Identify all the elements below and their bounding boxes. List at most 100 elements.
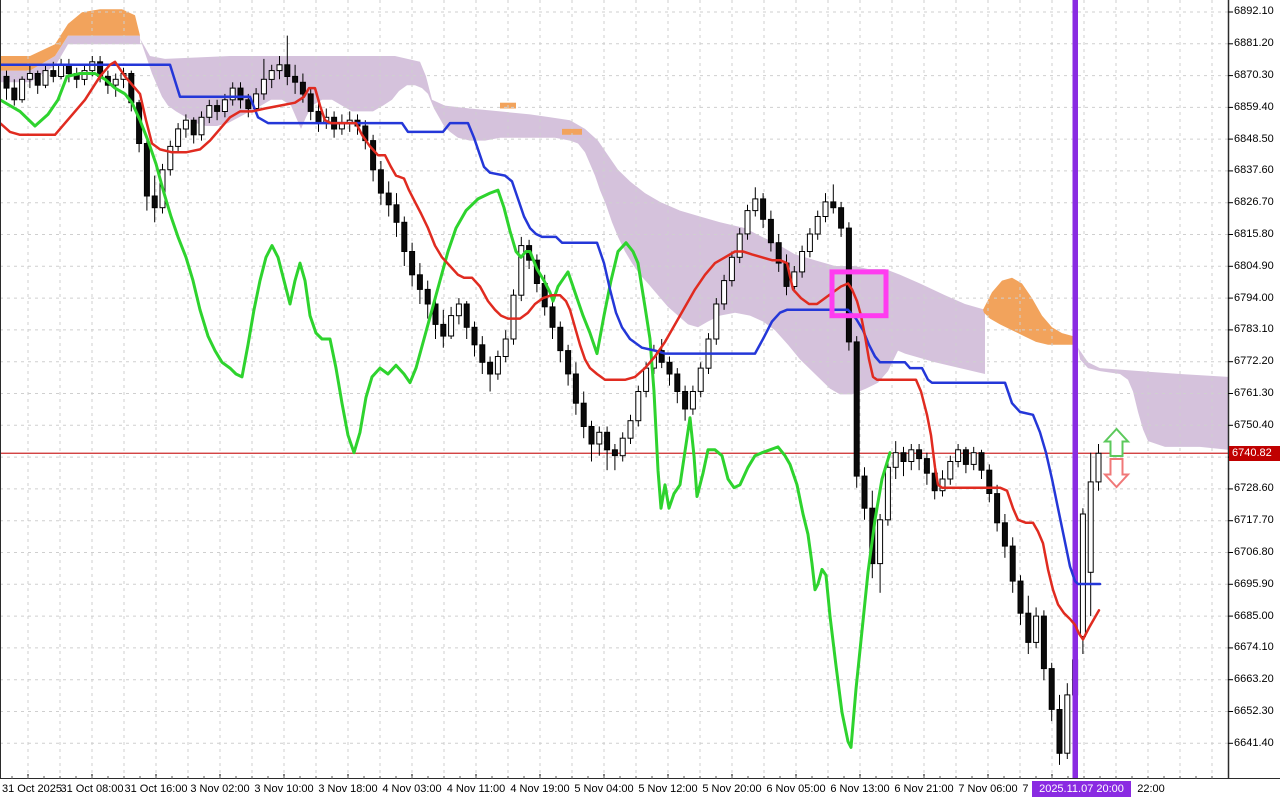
candle-bearish	[393, 204, 400, 223]
candle-bullish	[736, 233, 743, 258]
candle-bullish	[947, 461, 954, 480]
candle-bearish	[549, 306, 556, 328]
time-axis-label: 3 Nov 18:00	[318, 783, 378, 795]
candle-bullish	[268, 70, 275, 80]
price-axis-label: 6892.10	[1234, 5, 1274, 17]
ichimoku-cloud-bearish	[1078, 347, 1228, 450]
candle-bearish	[50, 70, 57, 77]
candle-bullish	[276, 64, 283, 72]
candle-bearish	[1025, 612, 1032, 643]
candle-bullish	[877, 519, 884, 565]
candle-bearish	[463, 303, 470, 328]
time-axis-label: 31 Oct 08:00	[60, 783, 124, 795]
candle-bullish	[1095, 452, 1102, 483]
candle-bearish	[370, 140, 377, 171]
candle-bullish	[182, 119, 189, 130]
kijun-sen-line	[0, 63, 1102, 586]
candle-bearish	[767, 218, 774, 244]
grid	[0, 0, 1228, 779]
candle-bullish	[167, 145, 174, 171]
candle-bearish	[658, 350, 665, 363]
candle-bearish	[11, 87, 18, 101]
candle-bearish	[487, 361, 494, 375]
candle-bullish	[42, 70, 49, 86]
price-axis-label: 6826.70	[1234, 196, 1274, 208]
vertical-time-line-object[interactable]	[1072, 0, 1079, 779]
candle-bullish	[502, 338, 509, 357]
candles	[3, 35, 1102, 765]
candle-bearish	[409, 251, 416, 276]
time-axis-label: 5 Nov 12:00	[638, 783, 698, 795]
price-axis-label: 6695.90	[1234, 578, 1274, 590]
highlight-rectangle-object[interactable]	[829, 269, 889, 319]
candle-bearish	[760, 198, 767, 220]
candle-bearish	[401, 221, 408, 253]
down-arrow-object[interactable]	[1102, 458, 1131, 489]
candle-bearish	[65, 64, 72, 75]
candle-bullish	[627, 420, 634, 439]
candle-bearish	[986, 469, 993, 495]
price-chart-plot[interactable]	[0, 0, 1280, 779]
price-axis-label: 6674.10	[1234, 641, 1274, 653]
time-axis-label: 7 Nov 06:00	[958, 783, 1018, 795]
candle-bullish	[58, 64, 65, 78]
price-axis-label: 6728.60	[1234, 482, 1274, 494]
tenkan-sen-line	[0, 60, 1101, 641]
candle-bearish	[861, 475, 868, 509]
candle-bullish	[253, 93, 260, 110]
time-axis-label: 22:00	[1137, 783, 1165, 795]
candle-bullish	[955, 449, 962, 462]
candle-bearish	[674, 373, 681, 392]
candle-bullish	[19, 78, 26, 101]
candle-bearish	[385, 192, 392, 206]
price-axis: 6892.10 6881.20 6870.30 6859.40 6848.50 6837.…	[1228, 0, 1280, 779]
candle-bearish	[923, 458, 930, 474]
candle-bullish	[892, 452, 899, 468]
price-axis-label: 6663.20	[1234, 673, 1274, 685]
time-axis-label: 6 Nov 21:00	[894, 783, 954, 795]
candle-bearish	[580, 402, 587, 428]
candle-bullish	[744, 210, 751, 235]
candle-bearish	[853, 341, 860, 477]
time-axis-label: 6 Nov 13:00	[830, 783, 890, 795]
candle-bullish	[510, 294, 517, 340]
candle-bullish	[448, 315, 455, 337]
candle-bullish	[728, 256, 735, 282]
candle-bearish	[143, 143, 150, 197]
candle-bearish	[1001, 522, 1008, 547]
candle-bullish	[721, 280, 728, 305]
price-axis-label: 6837.60	[1234, 164, 1274, 176]
time-axis-label: 5 Nov 04:00	[574, 783, 634, 795]
candle-bullish	[697, 367, 704, 392]
candle-bearish	[962, 449, 969, 465]
candle-bearish	[916, 449, 923, 460]
candle-bullish	[814, 216, 821, 235]
up-arrow-object[interactable]	[1102, 427, 1131, 457]
chikou-span-line	[0, 72, 892, 749]
time-axis-label: 31 Oct 2025	[2, 783, 62, 795]
candle-bearish	[565, 350, 572, 375]
candle-bullish	[1087, 481, 1094, 573]
price-axis-label: 6783.10	[1234, 323, 1274, 335]
candle-bullish	[884, 466, 891, 521]
price-axis-label: 6881.20	[1234, 37, 1274, 49]
candle-bullish	[752, 198, 759, 212]
ichimoku-cloud-bearish	[0, 35, 140, 83]
candle-bearish	[1048, 668, 1055, 710]
candle-bearish	[284, 64, 291, 78]
time-axis-label: 5 Nov 20:00	[702, 783, 762, 795]
candle-bullish	[175, 128, 182, 147]
time-axis: 31 Oct 2025 31 Oct 08:00 31 Oct 16:00 3 Nov…	[0, 779, 1280, 800]
candle-bullish	[494, 356, 501, 375]
price-axis-label: 6859.40	[1234, 101, 1274, 113]
candle-bearish	[245, 99, 252, 110]
candle-bullish	[643, 367, 650, 392]
ichimoku-cloud-bullish	[983, 277, 1073, 345]
price-axis-label: 6761.30	[1234, 387, 1274, 399]
candle-bullish	[713, 303, 720, 340]
candle-bearish	[557, 326, 564, 352]
candle-bullish	[822, 201, 829, 217]
ichimoku-cloud-bullish	[0, 9, 140, 71]
candle-bearish	[666, 361, 673, 375]
